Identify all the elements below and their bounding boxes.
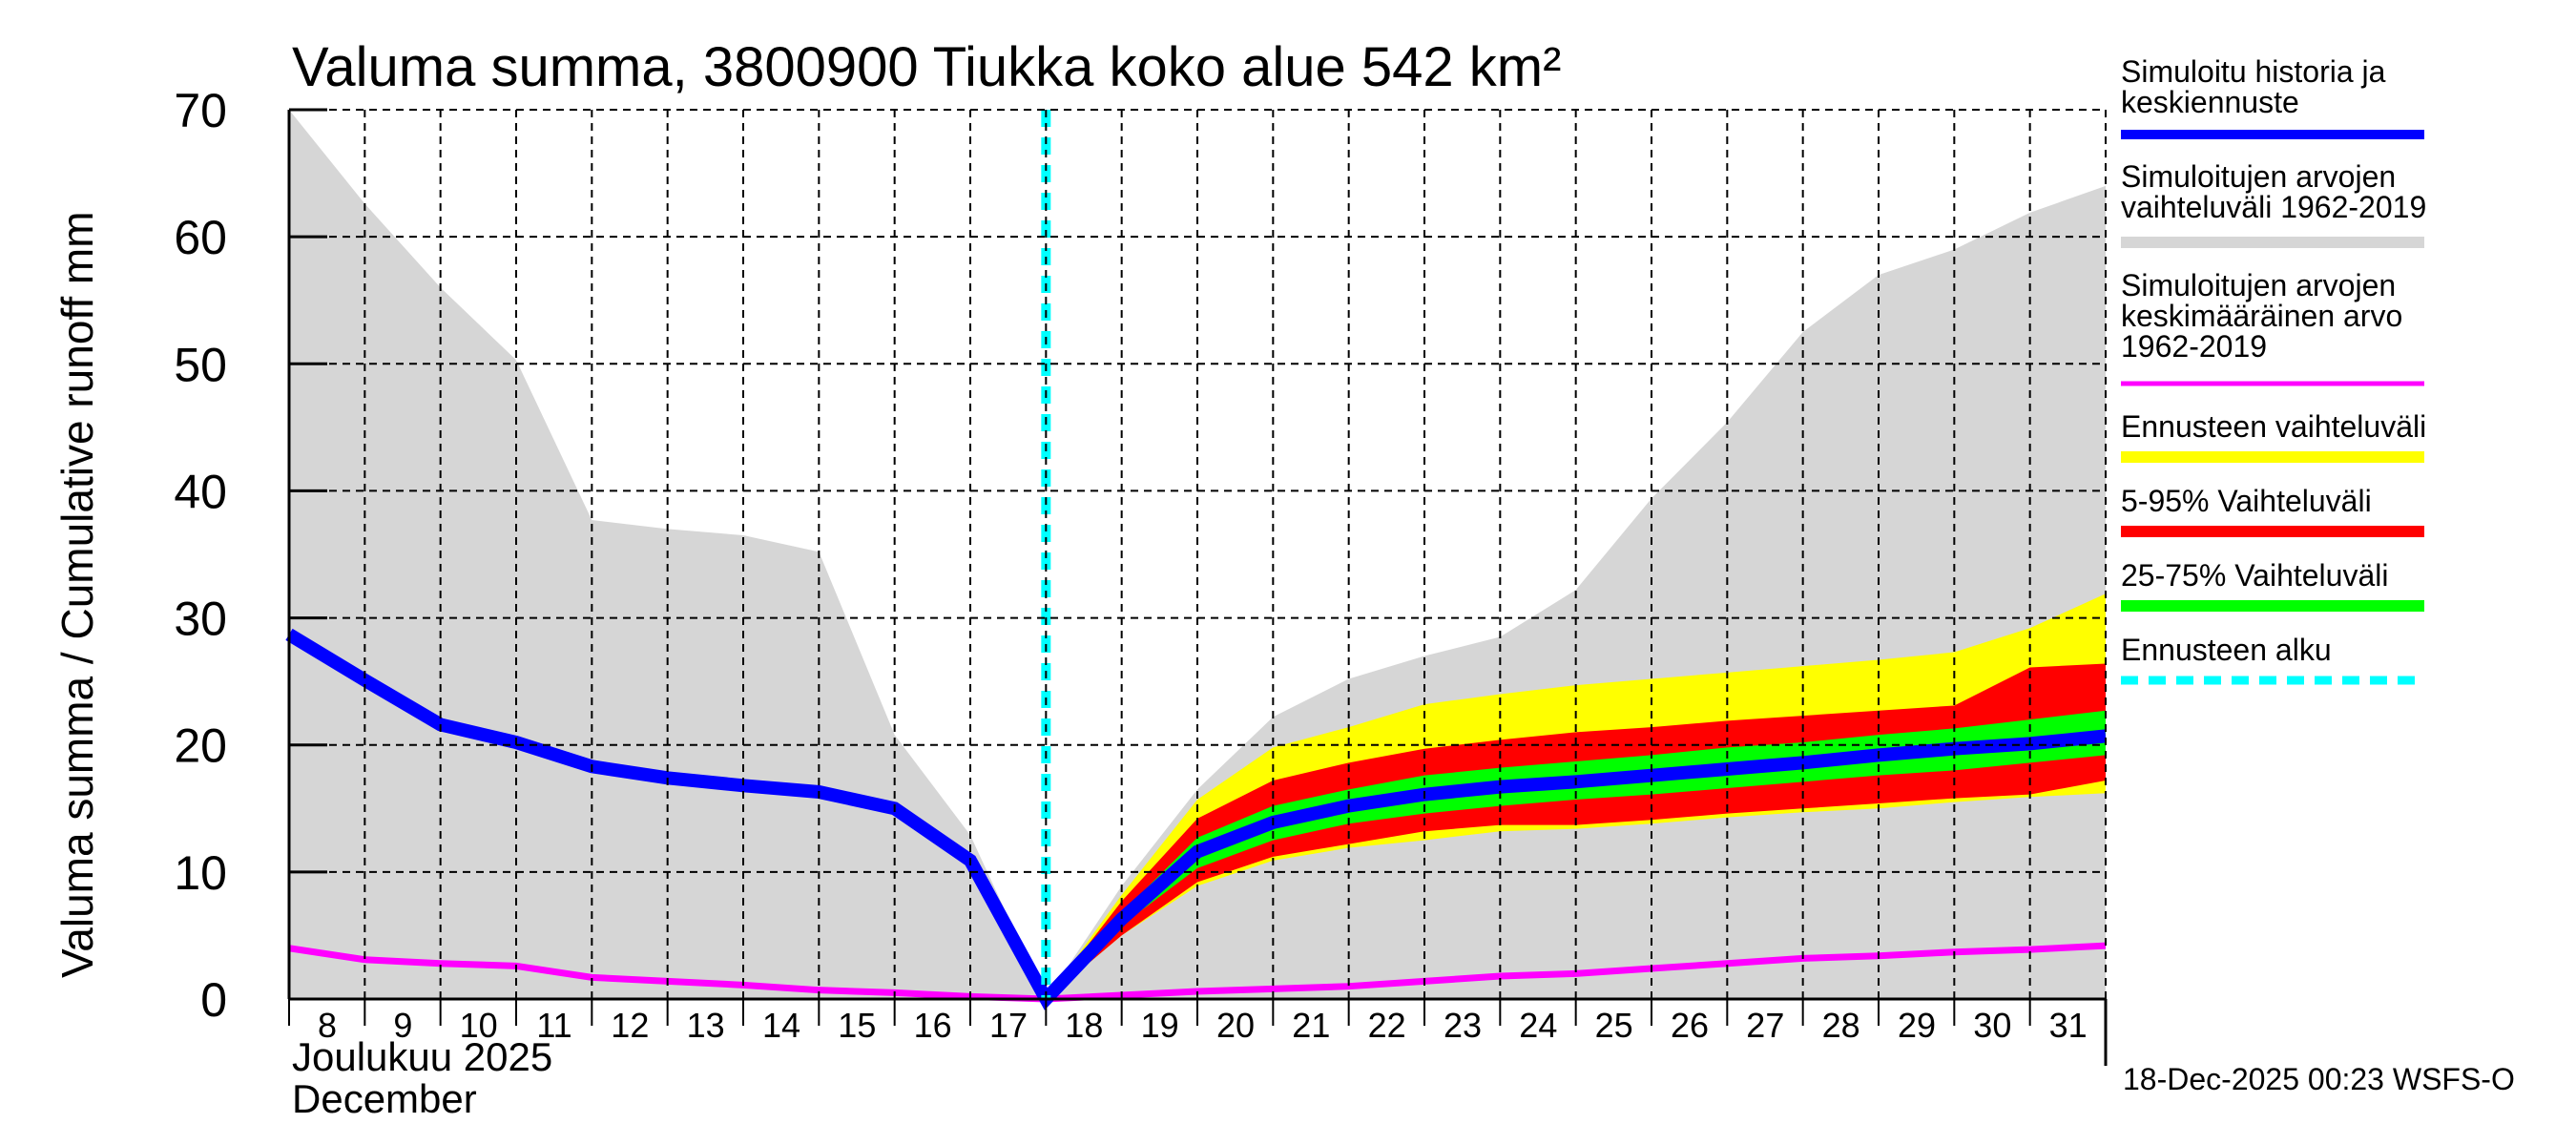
legend-swatch <box>2121 451 2424 463</box>
y-tick-label: 20 <box>174 719 227 773</box>
legend-swatch <box>2121 526 2424 537</box>
x-tick-label: 29 <box>1898 1006 1936 1045</box>
legend-label: Ennusteen alku <box>2121 633 2332 667</box>
legend-label: 5-95% Vaihteluväli <box>2121 484 2372 518</box>
legend-label: keskiennuste <box>2121 85 2299 119</box>
legend-label: Simuloitujen arvojen <box>2121 268 2396 302</box>
y-tick-label: 10 <box>174 846 227 900</box>
x-tick-label: 27 <box>1746 1006 1784 1045</box>
legend-swatch <box>2121 600 2424 612</box>
x-tick-label: 28 <box>1822 1006 1860 1045</box>
x-tick-label: 8 <box>318 1006 337 1045</box>
x-tick-label: 26 <box>1671 1006 1709 1045</box>
legend-label: Simuloitujen arvojen <box>2121 159 2396 194</box>
y-tick-label: 0 <box>200 973 227 1027</box>
legend-label: 25-75% Vaihteluväli <box>2121 558 2388 593</box>
x-tick-label: 16 <box>914 1006 952 1045</box>
x-axis-month-en: December <box>292 1076 477 1121</box>
legend-swatch <box>2121 237 2424 248</box>
legend-label: vaihteluväli 1962-2019 <box>2121 190 2426 224</box>
y-tick-label: 60 <box>174 211 227 264</box>
x-tick-label: 22 <box>1368 1006 1406 1045</box>
x-tick-label: 10 <box>460 1006 498 1045</box>
y-tick-label: 50 <box>174 338 227 391</box>
legend-label: 1962-2019 <box>2121 329 2267 364</box>
x-tick-label: 24 <box>1519 1006 1557 1045</box>
x-tick-label: 19 <box>1141 1006 1179 1045</box>
legend-label: Simuloitu historia ja <box>2121 54 2386 89</box>
x-tick-label: 31 <box>2049 1006 2088 1045</box>
legend: Simuloitu historia jakeskiennusteSimuloi… <box>2121 54 2426 685</box>
x-tick-label: 11 <box>536 1006 571 1045</box>
legend-swatch <box>2121 381 2424 386</box>
x-tick-label: 30 <box>1973 1006 2011 1045</box>
footer-timestamp: 18-Dec-2025 00:23 WSFS-O <box>2123 1062 2515 1096</box>
x-tick-label: 21 <box>1292 1006 1330 1045</box>
x-tick-label: 14 <box>762 1006 800 1045</box>
legend-swatch <box>2121 130 2424 139</box>
x-tick-label: 23 <box>1444 1006 1482 1045</box>
y-axis-label: Valuma summa / Cumulative runoff mm <box>52 211 102 978</box>
legend-item: Ennusteen vaihteluväli <box>2121 409 2426 463</box>
x-tick-label: 12 <box>611 1006 649 1045</box>
legend-item: Ennusteen alku <box>2121 633 2424 685</box>
x-tick-label: 25 <box>1595 1006 1633 1045</box>
chart-title: Valuma summa, 3800900 Tiukka koko alue 5… <box>292 36 1561 98</box>
x-axis-ticks: 8 9 10 11 12 13 14 15 16 17 18 19 20 21 22 23 24 25 26 27 28… <box>288 999 2108 1066</box>
x-tick-label: 13 <box>687 1006 725 1045</box>
y-tick-label: 30 <box>174 593 227 646</box>
legend-item: 25-75% Vaihteluväli <box>2121 558 2424 612</box>
x-tick-label: 9 <box>393 1006 412 1045</box>
legend-label: Ennusteen vaihteluväli <box>2121 409 2426 444</box>
y-tick-label: 40 <box>174 465 227 518</box>
y-tick-label: 70 <box>174 84 227 137</box>
legend-item: 5-95% Vaihteluväli <box>2121 484 2424 537</box>
x-tick-label: 15 <box>838 1006 876 1045</box>
x-tick-label: 17 <box>989 1006 1028 1045</box>
x-tick-label: 18 <box>1065 1006 1103 1045</box>
legend-label: keskimääräinen arvo <box>2121 299 2402 333</box>
x-tick-label: 20 <box>1216 1006 1255 1045</box>
y-axis-ticks: 0 10 20 30 40 50 60 70 <box>174 84 327 1027</box>
x-axis-month-fi: Joulukuu 2025 <box>292 1034 552 1079</box>
